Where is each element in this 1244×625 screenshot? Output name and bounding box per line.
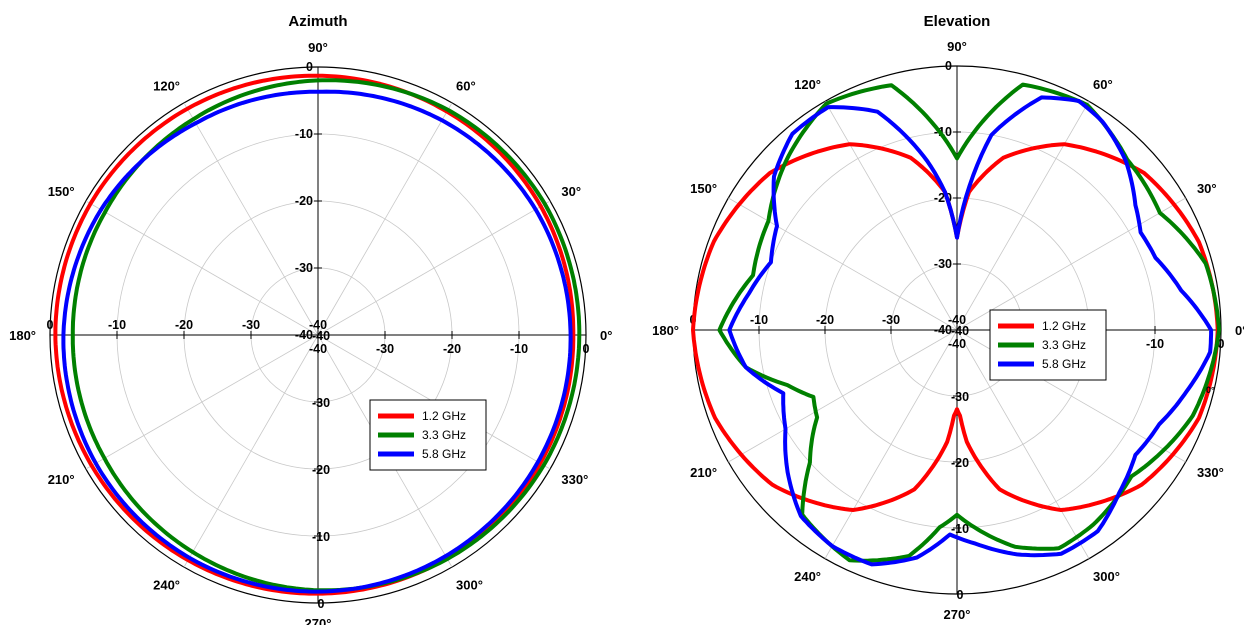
grid-spoke: [728, 197, 958, 331]
grid-spoke: [824, 101, 958, 331]
radial-tick-label: -20: [175, 318, 193, 332]
angle-label: 60°: [456, 79, 476, 94]
grid-spoke: [85, 200, 319, 336]
radial-tick-label: -30: [295, 261, 313, 275]
grid-spoke: [956, 197, 1186, 331]
radial-tick-label: 0: [583, 342, 590, 356]
series-line-3-3-ghz: [717, 82, 1221, 563]
angle-label: 120°: [794, 77, 821, 92]
grid-spoke: [824, 329, 958, 559]
radial-tick-label: -10: [1146, 337, 1164, 351]
elevation-title: Elevation: [924, 13, 991, 30]
radial-tick-label: -20: [312, 463, 330, 477]
legend-label: 1.2 GHz: [1042, 319, 1086, 333]
radial-tick-label: -40: [951, 324, 969, 338]
elevation-extra-label: 0°: [1206, 385, 1215, 395]
elevation-series: [691, 82, 1221, 567]
azimuth-angle-labels: 0° 30° 60° 90° 120° 150° 180° 210° 240° 270° 300° 3…: [9, 40, 612, 625]
radial-tick-label: 0: [957, 588, 964, 602]
angle-label: 0°: [1235, 323, 1244, 338]
radial-tick-label: -40: [295, 328, 313, 342]
angle-label: 300°: [456, 577, 483, 592]
series-line-3-3-ghz: [70, 78, 582, 593]
radial-tick-label: 0: [318, 597, 325, 611]
radial-tick-label: 0: [1218, 337, 1225, 351]
azimuth-chart: Azimuth 0° 30° 60° 90° 120° 150° 180° 210° 240° 2…: [9, 13, 612, 625]
radial-tick-label: -30: [882, 313, 900, 327]
grid-spoke: [85, 334, 319, 470]
legend-label: 3.3 GHz: [1042, 338, 1086, 352]
angle-label: 270°: [305, 616, 332, 625]
elevation-chart: Elevation 0° 30° 60° 90° 120° 150° 180° 210° 240…: [652, 13, 1244, 622]
radial-tick-label: -10: [750, 313, 768, 327]
radial-tick-label: -40: [934, 323, 952, 337]
series-line-5-8-ghz: [727, 95, 1214, 567]
elevation-angle-labels: 0° 30° 60° 90° 120° 150° 180° 210° 240° 270° 300° 3…: [652, 39, 1244, 622]
azimuth-legend: 1.2 GHz 3.3 GHz 5.8 GHz: [369, 399, 487, 471]
legend-label: 3.3 GHz: [422, 428, 466, 442]
radial-tick-label: -30: [951, 390, 969, 404]
grid-spoke: [317, 102, 453, 336]
angle-label: 210°: [48, 472, 75, 487]
radial-tick-label: -10: [108, 318, 126, 332]
angle-label: 90°: [308, 40, 328, 55]
angle-label: 240°: [794, 569, 821, 584]
angle-label: 300°: [1093, 569, 1120, 584]
radial-tick-label: -10: [295, 127, 313, 141]
radial-tick-label: -20: [443, 342, 461, 356]
legend-label: 5.8 GHz: [422, 447, 466, 461]
angle-label: 120°: [153, 79, 180, 94]
radial-tick-label: -20: [816, 313, 834, 327]
angle-label: 60°: [1093, 77, 1113, 92]
series-line-5-8-ghz: [61, 89, 573, 594]
radial-tick-label: -30: [312, 396, 330, 410]
grid-spoke: [728, 329, 958, 463]
grid-spoke: [183, 334, 319, 568]
azimuth-radial-ticks: 0 0 0 0 -10 -10 -10 -10 -20 -20 -20 -20 -30 -30 -30 -30…: [47, 60, 590, 611]
angle-label: 30°: [561, 184, 581, 199]
legend-label: 1.2 GHz: [422, 409, 466, 423]
radial-tick-label: -40: [309, 318, 327, 332]
grid-spoke: [317, 200, 551, 336]
radial-tick-label: -10: [312, 530, 330, 544]
grid-spoke: [956, 101, 1090, 331]
legend-label: 5.8 GHz: [1042, 357, 1086, 371]
azimuth-title: Azimuth: [288, 13, 347, 30]
radial-tick-label: -30: [934, 257, 952, 271]
radial-tick-label: -20: [951, 456, 969, 470]
angle-label: 150°: [48, 184, 75, 199]
angle-label: 330°: [561, 472, 588, 487]
series-line-1-2-ghz: [691, 142, 1220, 512]
radial-tick-label: -40: [948, 313, 966, 327]
angle-label: 240°: [153, 577, 180, 592]
radial-tick-label: 0: [945, 59, 952, 73]
angle-label: 210°: [690, 465, 717, 480]
angle-label: 270°: [944, 607, 971, 622]
azimuth-grid: [49, 66, 587, 604]
elevation-legend: 1.2 GHz 3.3 GHz 5.8 GHz: [989, 309, 1107, 381]
radial-tick-label: 0: [47, 318, 54, 332]
angle-label: 30°: [1197, 181, 1217, 196]
radial-tick-label: -40: [948, 337, 966, 351]
radial-tick-label: -10: [951, 522, 969, 536]
radial-tick-label: -40: [312, 329, 330, 343]
angle-label: 150°: [690, 181, 717, 196]
radial-tick-label: -40: [309, 342, 327, 356]
angle-label: 180°: [9, 328, 36, 343]
radial-tick-label: 0: [306, 60, 313, 74]
angle-label: 0°: [600, 328, 612, 343]
radial-tick-label: -10: [510, 342, 528, 356]
angle-label: 180°: [652, 323, 679, 338]
radial-tick-label: -20: [295, 194, 313, 208]
radial-tick-label: -30: [376, 342, 394, 356]
azimuth-series: [53, 73, 582, 596]
grid-spoke: [956, 329, 1090, 559]
angle-label: 330°: [1197, 465, 1224, 480]
grid-spoke: [183, 102, 319, 336]
radial-tick-label: -30: [242, 318, 260, 332]
angle-label: 90°: [947, 39, 967, 54]
